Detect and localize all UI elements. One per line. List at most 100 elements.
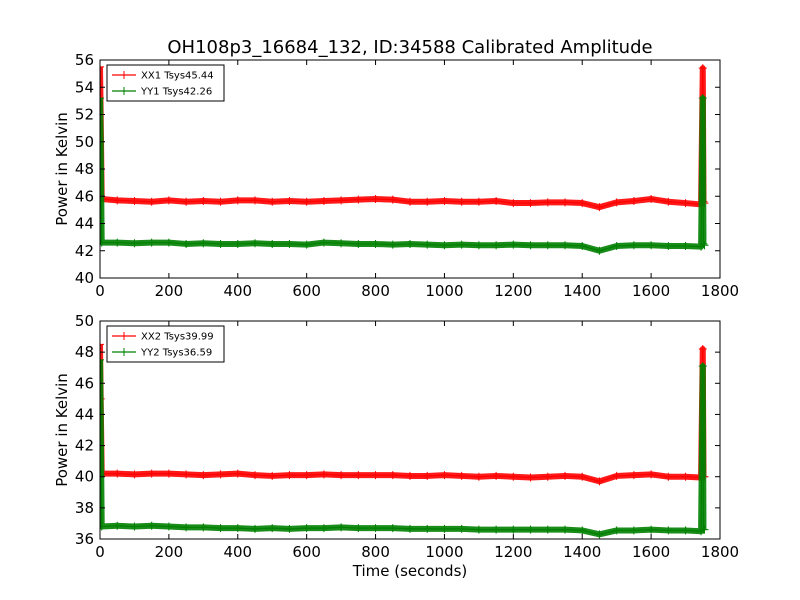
data-point — [216, 470, 225, 479]
data-point — [440, 197, 449, 206]
x-axis-label: Time (seconds) — [352, 562, 468, 580]
x-tick-label: 600 — [292, 282, 321, 300]
data-point — [130, 239, 139, 248]
data-point — [561, 525, 569, 534]
y-tick-label: 46 — [75, 374, 94, 392]
legend-swatch-marker — [120, 348, 128, 356]
data-point — [647, 194, 656, 203]
y-tick-label: 36 — [75, 530, 94, 548]
data-point — [354, 195, 363, 204]
legend-swatch-marker — [120, 332, 128, 340]
data-point — [526, 241, 535, 250]
data-point — [199, 523, 208, 532]
data-point — [423, 471, 432, 480]
data-point — [526, 199, 535, 208]
data-point — [147, 197, 156, 206]
legend-box — [106, 64, 225, 102]
data-point — [100, 238, 106, 247]
legend-entry-label: XX2 Tsys39.99 — [141, 332, 214, 343]
data-point — [440, 524, 449, 533]
y-tick-label: 42 — [75, 437, 94, 455]
data-point — [595, 530, 604, 539]
data-point — [302, 524, 311, 533]
data-point — [371, 194, 380, 203]
data-point — [371, 524, 380, 533]
y-tick-label: 42 — [75, 242, 94, 260]
data-point — [285, 197, 294, 206]
x-tick-label: 1400 — [563, 282, 601, 300]
y-tick-label: 56 — [75, 51, 94, 69]
data-point — [199, 197, 208, 206]
legend-swatch-marker — [120, 71, 128, 79]
legend-entry-label: YY2 Tsys36.59 — [140, 348, 212, 359]
data-point — [578, 241, 587, 250]
data-point — [182, 197, 191, 206]
y-tick-label: 44 — [75, 405, 94, 423]
data-point — [113, 469, 122, 478]
data-point — [285, 471, 294, 480]
data-point — [354, 524, 363, 533]
plot-area — [100, 62, 709, 255]
data-point — [578, 526, 587, 535]
data-point — [492, 525, 501, 534]
data-point — [406, 197, 414, 206]
legend-entry-label: XX1 Tsys45.44 — [141, 71, 214, 82]
data-point — [388, 240, 397, 249]
data-point — [371, 239, 380, 248]
data-point — [285, 524, 294, 533]
data-point — [113, 521, 122, 530]
data-point — [147, 238, 156, 247]
data-point — [698, 362, 707, 371]
x-tick-label: 200 — [155, 282, 184, 300]
x-tick-label: 1000 — [425, 543, 463, 561]
chart-title: OH108p3_16684_132, ID:34588 Calibrated A… — [167, 37, 652, 58]
x-tick-label: 1800 — [701, 282, 739, 300]
x-tick-label: 1400 — [563, 543, 601, 561]
data-point — [509, 240, 518, 249]
data-point — [664, 472, 673, 481]
data-point — [629, 526, 638, 535]
data-point — [302, 197, 311, 206]
data-point — [612, 198, 621, 207]
data-point — [578, 199, 587, 208]
x-tick-label: 1000 — [425, 282, 463, 300]
data-point — [595, 203, 604, 212]
data-point — [474, 525, 483, 534]
data-point — [474, 241, 483, 250]
data-point — [664, 241, 673, 250]
data-point — [406, 471, 414, 480]
y-tick-label: 54 — [75, 78, 94, 96]
data-point — [526, 473, 535, 482]
data-point — [182, 523, 191, 532]
data-point — [423, 197, 432, 206]
data-point — [164, 238, 173, 247]
data-point — [664, 197, 673, 206]
data-point — [100, 62, 104, 71]
data-point — [699, 239, 708, 248]
data-point — [612, 526, 621, 535]
x-tick-label: 0 — [95, 543, 105, 561]
legend-entry-label: YY1 Tsys42.26 — [140, 87, 212, 98]
data-point — [509, 472, 518, 481]
x-tick-label: 200 — [155, 543, 184, 561]
data-point — [595, 246, 604, 255]
data-point — [268, 524, 277, 533]
data-point — [509, 525, 518, 534]
x-tick-label: 400 — [223, 543, 252, 561]
data-point — [130, 470, 139, 479]
data-point — [199, 471, 208, 480]
data-point — [113, 238, 122, 247]
x-tick-label: 1200 — [494, 543, 532, 561]
data-point — [647, 470, 656, 479]
data-point — [268, 471, 277, 480]
data-point — [100, 355, 104, 364]
data-point — [164, 522, 173, 531]
data-point — [130, 197, 139, 206]
data-point — [474, 197, 483, 206]
data-point — [440, 471, 449, 480]
data-point — [302, 240, 311, 249]
data-point — [302, 471, 311, 480]
data-point — [543, 198, 552, 207]
data-point — [251, 524, 259, 533]
y-tick-label: 44 — [75, 215, 94, 233]
